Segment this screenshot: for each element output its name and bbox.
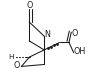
Text: O: O [26, 1, 32, 10]
Text: N: N [44, 30, 50, 39]
Text: O: O [14, 61, 20, 70]
Text: H: H [8, 54, 14, 60]
Text: O: O [72, 29, 78, 38]
Text: OH: OH [73, 47, 86, 56]
